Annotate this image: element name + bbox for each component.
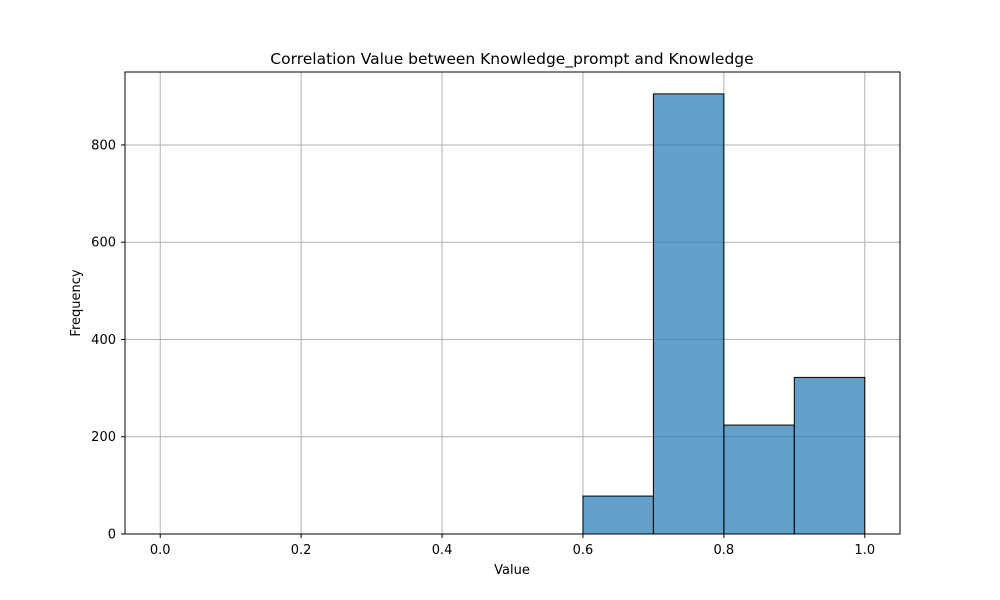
histogram-bar: [793, 376, 866, 535]
x-tick-label: 1.0: [854, 543, 875, 558]
histogram-bars: [582, 93, 866, 535]
chart-title: Correlation Value between Knowledge_prom…: [270, 50, 753, 69]
y-tick-label: 800: [91, 138, 116, 153]
x-tick-label: 0.6: [573, 543, 594, 558]
x-axis-ticks: 0.0 0.2 0.4 0.6 0.8 1.0: [150, 534, 875, 558]
x-axis-title: Value: [494, 563, 530, 578]
histogram-bar: [652, 93, 725, 535]
y-tick-label: 200: [91, 430, 116, 445]
plot-area-frame: [124, 71, 901, 535]
y-tick-label: 400: [91, 333, 116, 348]
y-tick-label: 600: [91, 236, 116, 251]
histogram-bar: [582, 495, 654, 535]
y-axis-ticks: 0 200 400 600 800: [91, 138, 125, 543]
x-tick-label: 0.2: [291, 543, 312, 558]
y-tick-label: 0: [108, 528, 116, 543]
histogram-bar: [723, 424, 795, 535]
y-axis-title: Frequency: [69, 269, 84, 336]
x-tick-label: 0.4: [432, 543, 453, 558]
x-tick-label: 0.8: [714, 543, 735, 558]
x-tick-label: 0.0: [150, 543, 171, 558]
